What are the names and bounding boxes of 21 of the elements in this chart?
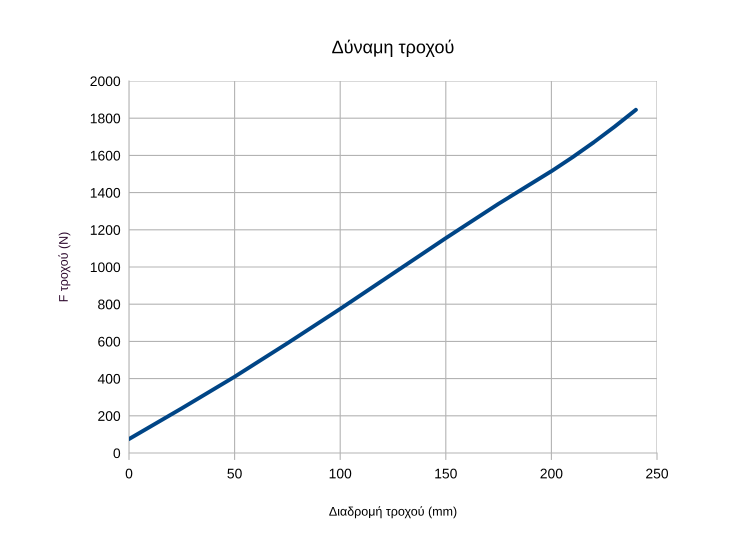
y-tick-label: 2000 <box>90 76 120 86</box>
x-tick-label: 250 <box>646 468 668 478</box>
x-tick-label: 200 <box>540 468 562 478</box>
y-axis-title: F τροχού (N) <box>58 232 70 302</box>
y-tick-label: 600 <box>98 336 120 347</box>
y-tick-label: 0 <box>113 448 120 458</box>
y-tick-label: 200 <box>98 411 120 421</box>
x-tick-label: 50 <box>227 468 242 478</box>
x-axis-title: Διαδρομή τροχού (mm) <box>329 506 456 518</box>
y-tick-label: 400 <box>98 374 120 384</box>
y-tick-label: 800 <box>98 300 120 310</box>
y-tick-label: 1200 <box>90 225 120 235</box>
y-tick-label: 1000 <box>90 262 120 272</box>
x-tick-label: 150 <box>435 468 457 478</box>
line-series <box>129 108 638 441</box>
y-tick-label: 1400 <box>90 188 120 198</box>
y-tick-label: 1600 <box>90 150 120 161</box>
x-tick-label: 0 <box>126 468 132 478</box>
y-tick-label: 1800 <box>90 114 120 124</box>
chart-title: Δύναμη τροχού <box>332 40 454 57</box>
x-tick-label: 100 <box>330 468 352 478</box>
